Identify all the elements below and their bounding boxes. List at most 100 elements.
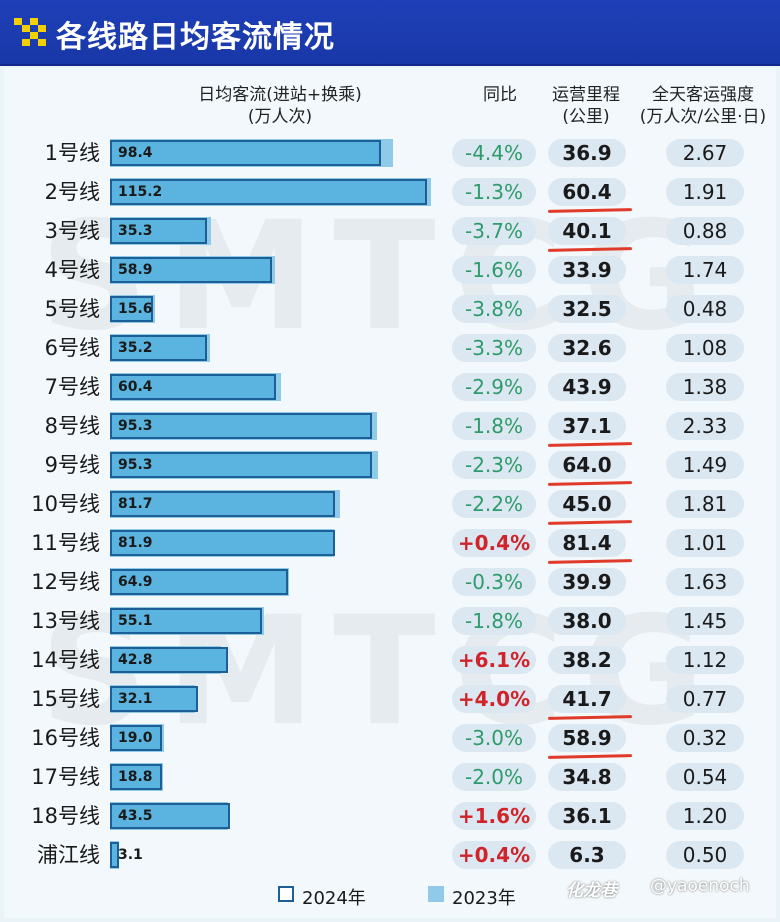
bar-value-label: 98.4	[118, 145, 153, 161]
col-mileage-unit: (公里)	[562, 107, 610, 127]
bar-2024	[110, 296, 153, 322]
intensity-value: 0.32	[666, 724, 744, 752]
yoy-value: -3.0%	[452, 724, 536, 752]
bar-value-label: 64.9	[118, 574, 153, 590]
mileage-value: 37.1	[548, 412, 626, 440]
yoy-value: -1.3%	[452, 178, 536, 206]
col-flow-header: 日均客流(进站+换乘) (万人次)	[150, 84, 410, 128]
bar-value-label: 60.4	[118, 379, 153, 395]
mileage-value: 81.4	[548, 529, 626, 557]
legend-2023-swatch	[428, 886, 444, 902]
intensity-value: 1.63	[666, 568, 744, 596]
intensity-value: 1.74	[666, 256, 744, 284]
yoy-value: -3.7%	[452, 217, 536, 245]
bar-value-label: 35.2	[118, 340, 153, 356]
mileage-value: 43.9	[548, 373, 626, 401]
bar-2024	[110, 335, 207, 361]
mileage-value: 60.4	[548, 178, 626, 206]
legend-2023-label: 2023年	[452, 888, 516, 909]
bar-value-label: 15.6	[118, 301, 153, 317]
col-yoy-header: 同比	[483, 85, 517, 105]
intensity-value: 2.67	[666, 139, 744, 167]
bar-value-label: 43.5	[118, 808, 153, 824]
bar-2024	[110, 452, 373, 478]
col-flow-unit: (万人次)	[247, 107, 313, 127]
bar-2024	[110, 491, 335, 517]
line-label: 17号线	[31, 765, 100, 789]
intensity-value: 0.88	[666, 217, 744, 245]
page-title: 各线路日均客流情况	[56, 20, 335, 55]
line-label: 14号线	[31, 648, 100, 672]
bar-2024	[110, 803, 230, 829]
bar-value-label: 19.0	[118, 730, 153, 746]
mileage-value: 45.0	[548, 490, 626, 518]
bar-value-label: 18.8	[118, 769, 153, 785]
line-label: 10号线	[31, 492, 100, 516]
yoy-value: -1.6%	[452, 256, 536, 284]
line-label: 5号线	[44, 297, 100, 321]
mileage-value: 34.8	[548, 763, 626, 791]
bar-2024	[110, 686, 199, 712]
yoy-value: +6.1%	[452, 646, 536, 674]
line-label: 16号线	[31, 726, 100, 750]
line-label: 1号线	[44, 141, 100, 165]
bar-2024	[110, 569, 289, 595]
mileage-value: 38.0	[548, 607, 626, 635]
intensity-value: 1.12	[666, 646, 744, 674]
bar-2024	[110, 374, 277, 400]
mileage-value: 39.9	[548, 568, 626, 596]
line-label: 9号线	[44, 453, 100, 477]
line-label: 3号线	[44, 219, 100, 243]
bar-2024	[110, 413, 373, 439]
intensity-value: 0.48	[666, 295, 744, 323]
intensity-value: 1.20	[666, 802, 744, 830]
mileage-value: 58.9	[548, 724, 626, 752]
legend-2024-swatch	[278, 886, 294, 902]
intensity-value: 0.77	[666, 685, 744, 713]
bar-2024	[110, 530, 336, 556]
intensity-value: 1.49	[666, 451, 744, 479]
bar-value-label: 81.7	[118, 496, 153, 512]
bar-value-label: 95.3	[118, 457, 153, 473]
col-mileage-header: 运营里程 (公里)	[536, 84, 636, 128]
bar-2024	[110, 764, 162, 790]
col-intensity-unit: (万人次/公里·日)	[639, 107, 767, 127]
intensity-value: 0.50	[666, 841, 744, 869]
yoy-value: -4.4%	[452, 139, 536, 167]
brand-watermark: 化龙巷	[566, 881, 617, 901]
line-label: 4号线	[44, 258, 100, 282]
line-label: 12号线	[31, 570, 100, 594]
col-intensity-header: 全天客运强度 (万人次/公里·日)	[630, 84, 776, 128]
handle-watermark: @yaoenoch	[650, 876, 750, 896]
bar-2024	[110, 218, 208, 244]
line-label: 13号线	[31, 609, 100, 633]
intensity-value: 0.54	[666, 763, 744, 791]
mileage-value: 32.6	[548, 334, 626, 362]
line-label: 15号线	[31, 687, 100, 711]
yoy-value: -1.8%	[452, 607, 536, 635]
line-label: 2号线	[44, 180, 100, 204]
bar-2024	[110, 842, 119, 868]
yoy-value: -2.0%	[452, 763, 536, 791]
col-intensity-title: 全天客运强度	[652, 85, 754, 105]
mileage-value: 32.5	[548, 295, 626, 323]
yoy-value: -3.3%	[452, 334, 536, 362]
intensity-value: 1.91	[666, 178, 744, 206]
yoy-value: +0.4%	[452, 529, 536, 557]
bar-value-label: 3.1	[118, 847, 143, 863]
header-bar: 各线路日均客流情况	[0, 0, 780, 66]
yoy-value: +4.0%	[452, 685, 536, 713]
col-mileage-title: 运营里程	[552, 85, 620, 105]
mileage-value: 36.1	[548, 802, 626, 830]
bar-2024	[110, 725, 163, 751]
yoy-value: +1.6%	[452, 802, 536, 830]
bar-2024	[110, 608, 262, 634]
intensity-value: 1.01	[666, 529, 744, 557]
line-label: 7号线	[44, 375, 100, 399]
mileage-value: 64.0	[548, 451, 626, 479]
bar-2024	[110, 140, 381, 166]
intensity-value: 1.38	[666, 373, 744, 401]
mileage-value: 33.9	[548, 256, 626, 284]
bar-2024	[110, 179, 427, 205]
yoy-value: -2.2%	[452, 490, 536, 518]
